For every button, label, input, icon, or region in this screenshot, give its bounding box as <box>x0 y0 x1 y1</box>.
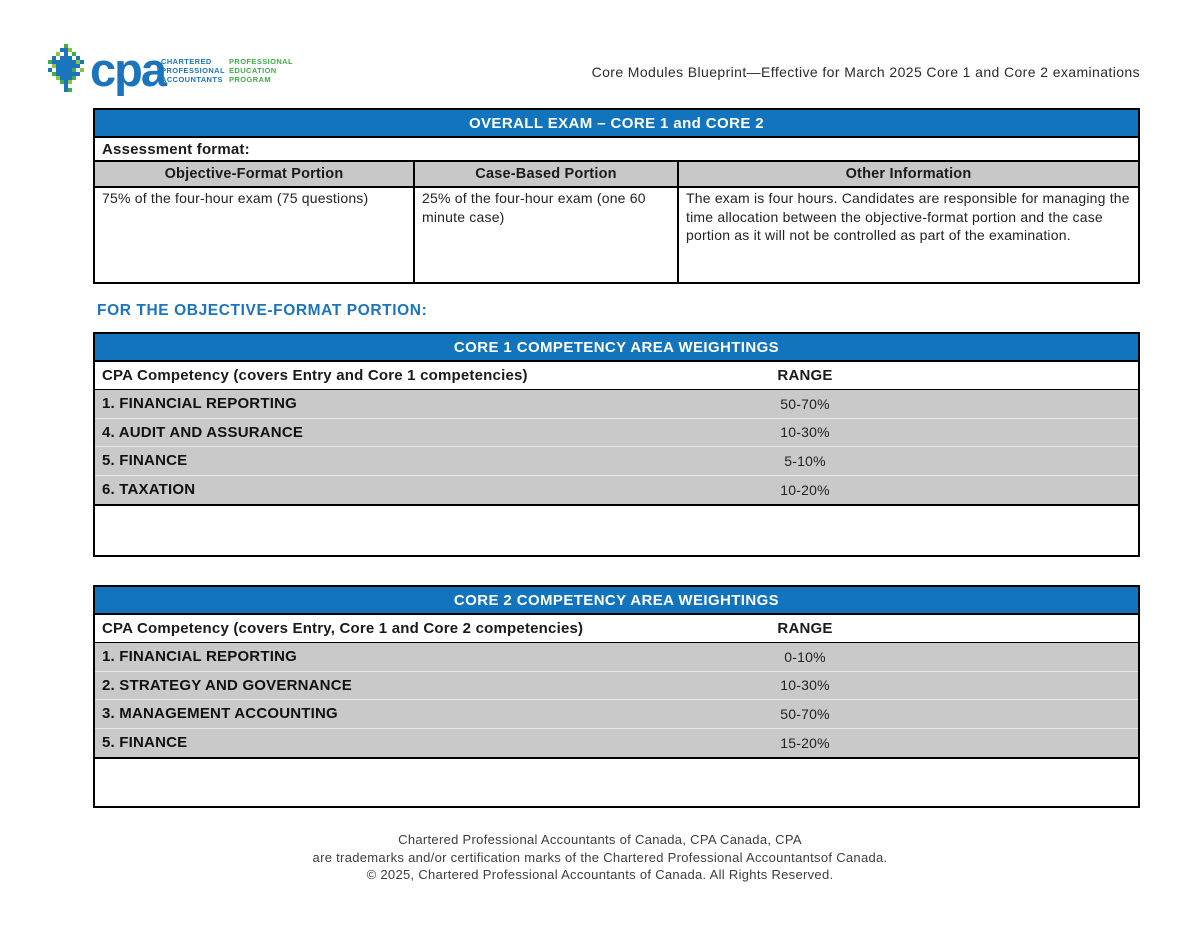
column-header-case-based: Case-Based Portion <box>415 162 679 188</box>
range-value: 5-10% <box>784 452 826 469</box>
column-header-objective-format: Objective-Format Portion <box>95 162 415 188</box>
range-value: 10-20% <box>780 481 830 498</box>
competency-label: 4. AUDIT AND ASSURANCE <box>102 423 304 441</box>
core2-empty-row <box>95 759 1138 806</box>
cpa-logo-wordmark: CHARTERED PROFESSIONAL ACCOUNTANTS <box>161 57 225 84</box>
cpa-logo-acronym: cpa <box>90 43 167 96</box>
core2-table-header-row: CPA Competency (covers Entry, Core 1 and… <box>95 615 1138 643</box>
table-row: 3. MANAGEMENT ACCOUNTING 50-70% <box>95 700 1138 729</box>
core2-competency-header: CPA Competency (covers Entry, Core 1 and… <box>102 620 584 637</box>
range-value: 10-30% <box>780 677 830 694</box>
cell-objective-format: 75% of the four-hour exam (75 questions) <box>95 186 415 282</box>
competency-label: 5. FINANCE <box>102 452 188 470</box>
core1-table-rows: 1. FINANCIAL REPORTING 50-70% 4. AUDIT A… <box>95 390 1138 506</box>
core1-competency-header: CPA Competency (covers Entry and Core 1 … <box>102 367 528 384</box>
table-row: 5. FINANCE 5-10% <box>95 447 1138 476</box>
table-row: 1. FINANCIAL REPORTING 0-10% <box>95 643 1138 672</box>
section-heading-objective-format: FOR THE OBJECTIVE-FORMAT PORTION: <box>97 302 428 319</box>
competency-label: 1. FINANCIAL REPORTING <box>102 648 297 666</box>
core2-weightings-table: CORE 2 COMPETENCY AREA WEIGHTINGS CPA Co… <box>93 585 1140 808</box>
range-value: 50-70% <box>780 705 830 722</box>
cell-case-based: 25% of the four-hour exam (one 60 minute… <box>415 186 679 282</box>
core1-range-header: RANGE <box>777 367 833 384</box>
table-row: 4. AUDIT AND ASSURANCE 10-30% <box>95 419 1138 447</box>
copyright-footer: Chartered Professional Accountants of Ca… <box>0 831 1200 884</box>
core2-range-header: RANGE <box>777 620 833 637</box>
core2-table-rows: 1. FINANCIAL REPORTING 0-10% 2. STRATEGY… <box>95 643 1138 759</box>
core1-table-title: CORE 1 COMPETENCY AREA WEIGHTINGS <box>95 334 1138 362</box>
core1-table-header-row: CPA Competency (covers Entry and Core 1 … <box>95 362 1138 390</box>
competency-label: 1. FINANCIAL REPORTING <box>102 395 297 413</box>
footer-line: © 2025, Chartered Professional Accountan… <box>366 867 834 882</box>
footer-line: Chartered Professional Accountants of Ca… <box>398 832 802 847</box>
range-value: 15-20% <box>780 734 830 751</box>
competency-label: 2. STRATEGY AND GOVERNANCE <box>102 676 352 694</box>
table-row: 2. STRATEGY AND GOVERNANCE 10-30% <box>95 672 1138 700</box>
core1-empty-row <box>95 506 1138 555</box>
maple-leaf-icon <box>48 44 52 48</box>
core1-weightings-table: CORE 1 COMPETENCY AREA WEIGHTINGS CPA Co… <box>93 332 1140 557</box>
table-row: 5. FINANCE 15-20% <box>95 729 1138 758</box>
table-row: 6. TAXATION 10-20% <box>95 476 1138 505</box>
competency-label: 5. FINANCE <box>102 734 188 752</box>
footer-line: are trademarks and/or certification mark… <box>312 849 888 865</box>
competency-label: 3. MANAGEMENT ACCOUNTING <box>102 705 338 723</box>
core2-table-title: CORE 2 COMPETENCY AREA WEIGHTINGS <box>95 587 1138 615</box>
column-header-other-information: Other Information <box>679 162 1138 188</box>
table-row: 1. FINANCIAL REPORTING 50-70% <box>95 390 1138 419</box>
competency-label: 6. TAXATION <box>102 481 196 499</box>
cpa-logo: cpa CHARTERED PROFESSIONAL ACCOUNTANTS P… <box>48 42 298 102</box>
range-value: 50-70% <box>780 395 830 412</box>
pep-logo-wordmark: PROFESSIONAL EDUCATION PROGRAM <box>229 57 293 84</box>
overall-exam-body-row: 75% of the four-hour exam (75 questions)… <box>95 186 1138 282</box>
range-value: 0-10% <box>784 648 826 665</box>
cell-other-information: The exam is four hours. Candidates are r… <box>686 190 1130 243</box>
overall-exam-table: OVERALL EXAM – CORE 1 and CORE 2 Assessm… <box>93 108 1140 284</box>
overall-exam-column-headers: Objective-Format Portion Case-Based Port… <box>95 162 1138 188</box>
document-title: Core Modules Blueprint—Effective for Mar… <box>591 64 1140 80</box>
range-value: 10-30% <box>780 424 830 441</box>
assessment-format-label: Assessment format: <box>95 138 1138 162</box>
overall-exam-table-title: OVERALL EXAM – CORE 1 and CORE 2 <box>95 110 1138 138</box>
